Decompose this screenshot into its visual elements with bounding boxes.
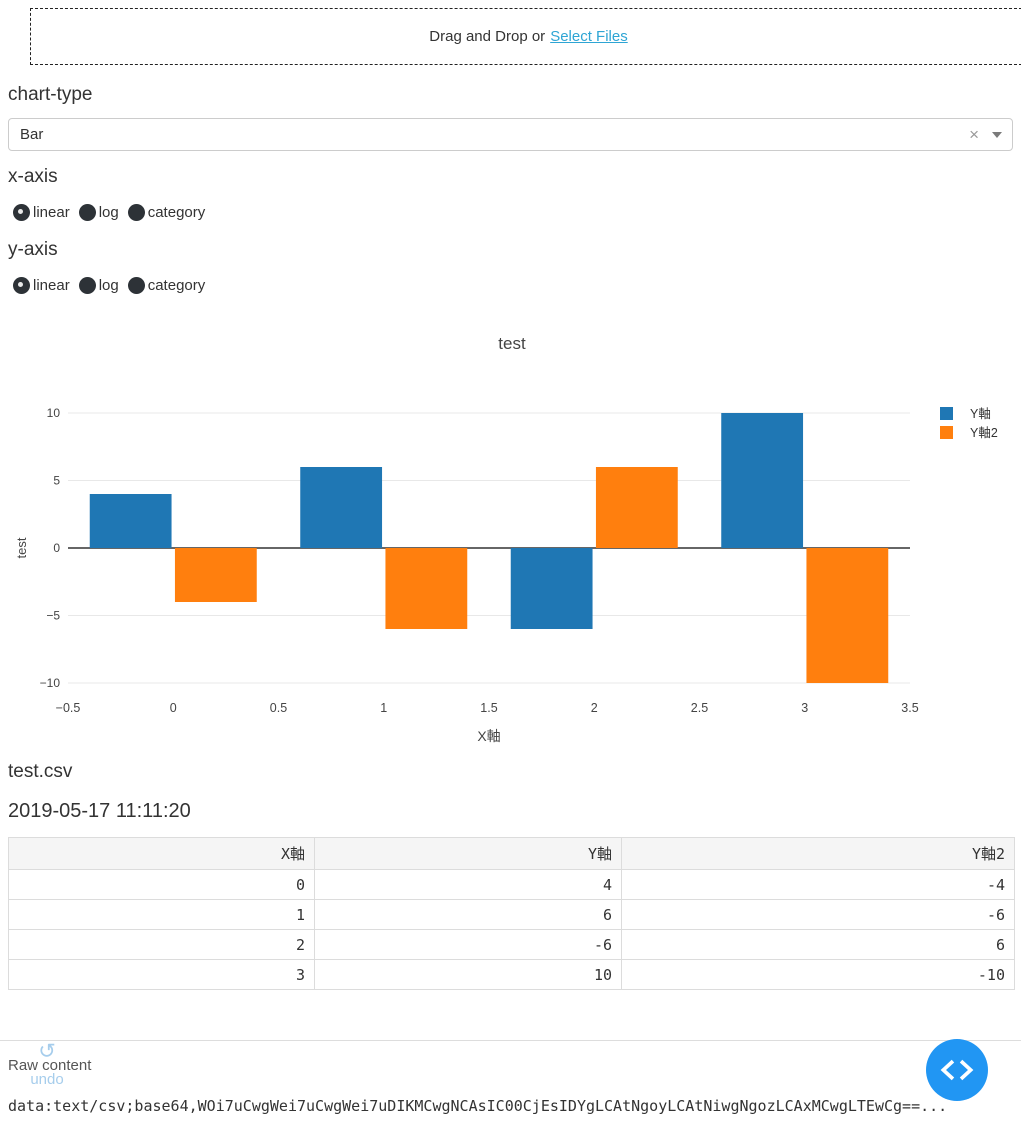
show-code-fab-button[interactable]: [926, 1039, 988, 1101]
undo-button[interactable]: ↺ undo: [24, 1040, 70, 1089]
bar-series2-x1[interactable]: [385, 548, 468, 629]
radio-icon: [127, 203, 145, 221]
x-axis-radio-linear[interactable]: linear: [13, 203, 70, 221]
table-row: 3 10 -10: [8, 959, 1015, 990]
x-axis-radio-group: linear log category: [13, 203, 1021, 221]
y-axis-title: test: [14, 537, 29, 558]
y-axis-heading: y-axis: [8, 239, 58, 260]
raw-data-uri: data:text/csv;base64,WOi7uCwgWei7uCwgWei…: [8, 1097, 948, 1115]
bar-series2-x3[interactable]: [806, 548, 889, 683]
x-tick-label: 0.5: [270, 701, 287, 715]
legend-label: Y軸2: [970, 426, 998, 440]
table-header-cell: Y軸: [314, 837, 622, 870]
table-cell: 6: [621, 929, 1015, 960]
radio-icon: [78, 203, 96, 221]
chart-type-select[interactable]: Bar ×: [8, 118, 1013, 151]
table-cell: 3: [8, 959, 315, 990]
table-header-row: X軸 Y軸 Y軸2: [8, 837, 1015, 870]
radio-label: linear: [33, 276, 70, 294]
y-axis-radio-group: linear log category: [13, 276, 1021, 294]
y-tick-label: −10: [40, 676, 61, 690]
chevron-down-icon[interactable]: [992, 131, 1002, 138]
x-axis-title: X軸: [477, 728, 500, 744]
file-timestamp: 2019-05-17 11:11:20: [8, 800, 191, 822]
x-tick-label: 2: [591, 701, 598, 715]
table-cell: 1: [8, 899, 315, 930]
bar-series1-x2[interactable]: [510, 548, 593, 629]
x-tick-label: 1: [380, 701, 387, 715]
radio-label: log: [98, 203, 119, 221]
raw-content-section: Raw content ↺ undo data:text/csv;base64,…: [0, 1041, 1021, 1115]
radio-icon: [13, 276, 30, 294]
table-row: 0 4 -4: [8, 869, 1015, 900]
radio-label: category: [147, 203, 206, 221]
bar-series1-x1[interactable]: [300, 467, 383, 548]
y-axis-radio-log[interactable]: log: [78, 276, 119, 294]
table-cell: -6: [314, 929, 622, 960]
table-cell: -4: [621, 869, 1015, 900]
table-row: 1 6 -6: [8, 899, 1015, 930]
code-icon: [940, 1059, 974, 1081]
raw-content-heading: Raw content: [8, 1057, 92, 1074]
file-name: test.csv: [8, 761, 73, 782]
table-row: 2 -6 6: [8, 929, 1015, 960]
x-axis-radio-category[interactable]: category: [127, 203, 206, 221]
table-cell: 0: [8, 869, 315, 900]
undo-label: undo: [30, 1071, 64, 1088]
legend-swatch[interactable]: [940, 407, 953, 420]
x-tick-label: 3.5: [901, 701, 918, 715]
radio-label: log: [98, 276, 119, 294]
x-tick-label: 2.5: [691, 701, 708, 715]
x-tick-label: 0: [170, 701, 177, 715]
chart-type-heading: chart-type: [8, 84, 93, 105]
y-tick-label: 10: [47, 406, 61, 420]
file-dropzone[interactable]: Drag and Drop or Select Files: [30, 8, 1021, 65]
radio-icon: [78, 276, 96, 294]
y-axis-radio-linear[interactable]: linear: [13, 276, 70, 294]
radio-label: linear: [33, 203, 70, 221]
radio-icon: [13, 203, 30, 221]
x-tick-label: 1.5: [480, 701, 497, 715]
x-tick-label: −0.5: [56, 701, 81, 715]
y-tick-label: −5: [46, 609, 60, 623]
divider: [0, 1040, 1021, 1041]
table-cell: 10: [314, 959, 622, 990]
chart-title: test: [498, 334, 526, 353]
legend-swatch[interactable]: [940, 426, 953, 439]
x-tick-label: 3: [801, 701, 808, 715]
select-clear-icon[interactable]: ×: [969, 125, 979, 144]
undo-icon: ↺: [38, 1040, 56, 1063]
bar-series1-x0[interactable]: [89, 494, 172, 548]
table-cell: -6: [621, 899, 1015, 930]
x-axis-heading: x-axis: [8, 166, 58, 187]
y-tick-label: 5: [53, 474, 60, 488]
table-cell: 4: [314, 869, 622, 900]
table-header-cell: X軸: [8, 837, 315, 870]
select-files-link[interactable]: Select Files: [550, 28, 628, 45]
bar-chart[interactable]: −10 −5 0 5 10 −0.5 0 0.5 1 1.5 2 2.5 3 3.5 test X軸 test Y…: [0, 330, 1021, 750]
table-cell: -10: [621, 959, 1015, 990]
radio-label: category: [147, 276, 206, 294]
radio-icon: [127, 276, 145, 294]
table-cell: 6: [314, 899, 622, 930]
y-axis-radio-category[interactable]: category: [127, 276, 206, 294]
y-tick-label: 0: [53, 541, 60, 555]
bar-series1-x3[interactable]: [721, 413, 804, 548]
bar-series2-x0[interactable]: [174, 548, 257, 602]
dropzone-text: Drag and Drop or: [429, 28, 546, 45]
bar-series2-x2[interactable]: [595, 467, 678, 548]
table-header-cell: Y軸2: [621, 837, 1015, 870]
data-table: X軸 Y軸 Y軸2 0 4 -4 1 6 -6 2 -6 6 3 10 -10: [8, 837, 1015, 990]
chart-type-selected-value: Bar: [20, 126, 44, 143]
legend-label: Y軸: [970, 407, 991, 421]
table-cell: 2: [8, 929, 315, 960]
x-axis-radio-log[interactable]: log: [78, 203, 119, 221]
